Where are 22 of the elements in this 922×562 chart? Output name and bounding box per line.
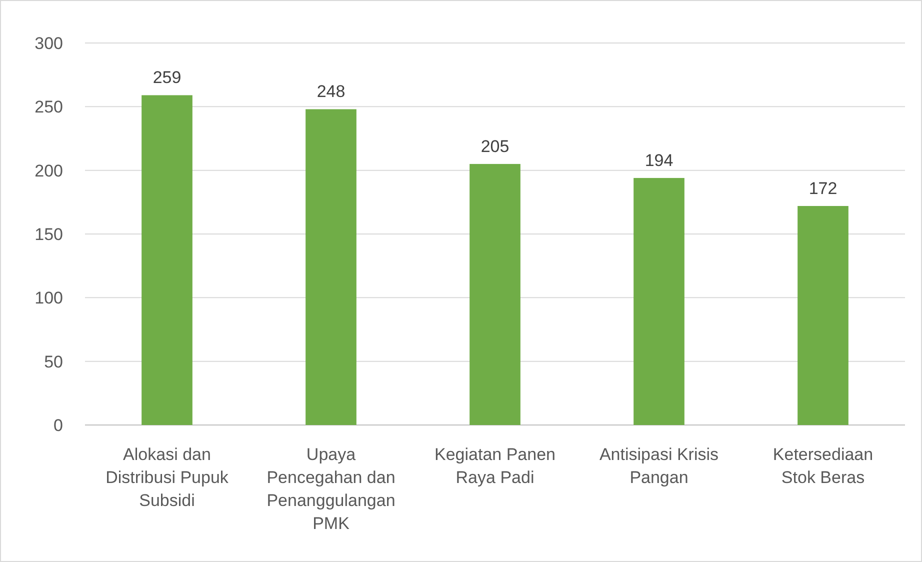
y-tick-label: 200 (34, 161, 63, 180)
data-label: 248 (316, 82, 346, 102)
data-label: 172 (808, 178, 838, 198)
data-label: 194 (644, 150, 674, 170)
bar (798, 206, 848, 425)
bar (306, 109, 356, 425)
y-tick-label: 50 (44, 352, 63, 372)
x-tick-label: Ketersediaan Stok Beras (772, 445, 874, 487)
x-tick-label: Antisipasi Krisis Pangan (599, 445, 719, 487)
bar (470, 164, 520, 425)
data-label: 259 (152, 68, 182, 88)
x-tick-label: Upaya Pencegahan dan Penanggulangan PMK (266, 445, 396, 533)
y-tick-label: 0 (54, 416, 63, 435)
y-tick-label: 100 (34, 288, 63, 308)
x-tick-label: Kegiatan Panen Raya Padi (434, 445, 556, 487)
y-tick-label: 150 (34, 224, 63, 244)
bar (142, 95, 192, 425)
x-tick-label: Alokasi dan Distribusi Pupuk Subsidi (106, 445, 229, 510)
bar (634, 178, 684, 425)
data-label: 205 (480, 136, 510, 156)
y-tick-label: 300 (34, 34, 63, 53)
y-tick-label: 250 (34, 98, 63, 117)
